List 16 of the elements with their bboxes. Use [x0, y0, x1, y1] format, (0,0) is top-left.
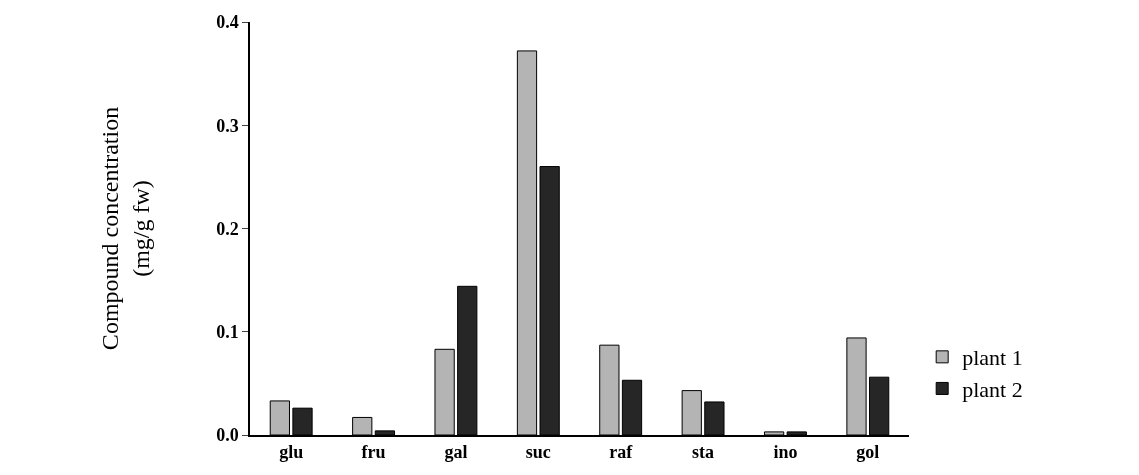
y-axis-title: Compound concentration (mg/g fw)	[96, 106, 154, 351]
y-tick-label: 0.1	[216, 322, 239, 343]
x-tick-label: gol	[856, 442, 880, 463]
y-tick-label: 0.3	[216, 115, 239, 136]
legend-label: plant 2	[962, 377, 1023, 403]
x-tick-label: raf	[609, 442, 634, 463]
y-tick-label: 0.4	[216, 12, 239, 33]
x-tick-label: gal	[444, 442, 468, 463]
x-tick-label: suc	[525, 442, 551, 463]
y-tick-label: 0.0	[216, 425, 239, 446]
x-tick-label: glu	[279, 442, 304, 463]
x-tick-label: ino	[773, 442, 798, 463]
legend-label: plant 1	[962, 345, 1023, 371]
x-tick-label: sta	[692, 442, 715, 463]
y-tick-label: 0.2	[216, 218, 239, 239]
x-tick-label: fru	[361, 442, 386, 463]
